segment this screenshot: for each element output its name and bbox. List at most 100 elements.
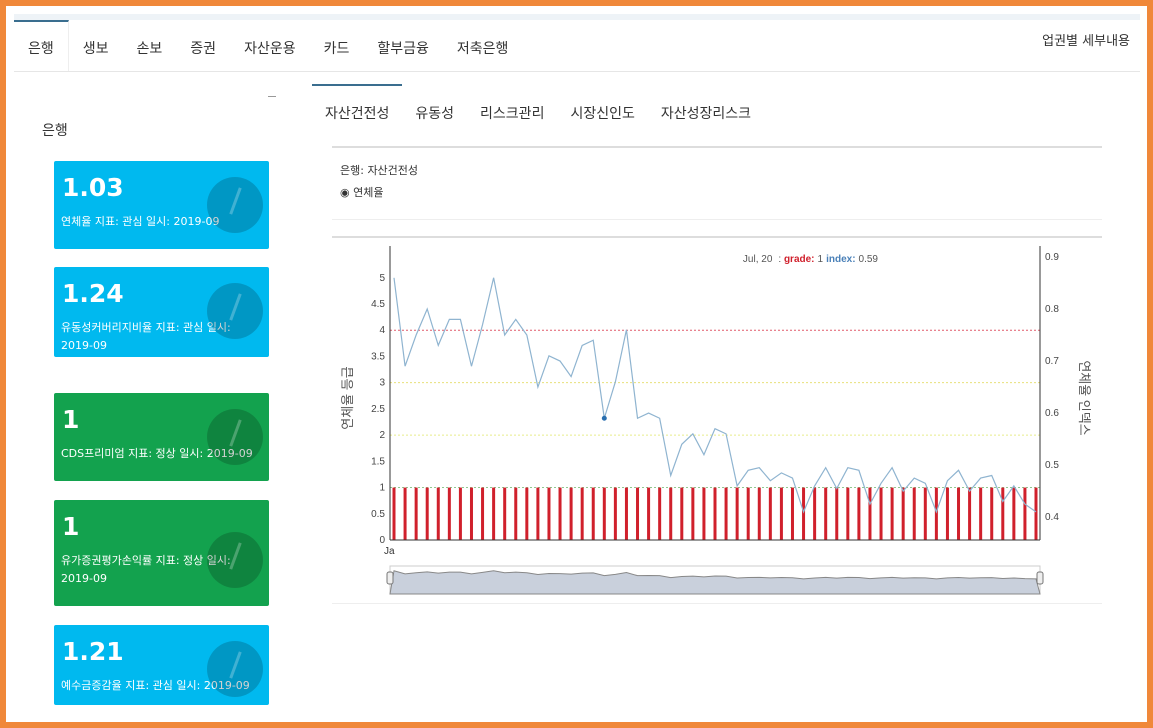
grade-bar xyxy=(436,487,440,540)
indicator-card[interactable]: 1 CDS프리미엄 지표: 정상 일시: 2019-09 xyxy=(54,393,269,481)
y-tick-label: 2.5 xyxy=(371,404,385,415)
grade-bar xyxy=(768,487,772,540)
tab-life-insurance[interactable]: 생보 xyxy=(82,41,109,57)
y-tick-label: 2 xyxy=(379,430,385,441)
y2-tick-label: 0.9 xyxy=(1045,252,1059,263)
grade-bar xyxy=(458,487,462,540)
sector-detail-link[interactable]: 업권별 세부내용 xyxy=(1042,34,1130,49)
y-tick-label: 4 xyxy=(379,325,385,336)
sidebar-title: 은행 xyxy=(42,123,68,139)
indicator-card[interactable]: 1.03 연체율 지표: 관심 일시: 2019-09 xyxy=(54,161,269,249)
grade-bar xyxy=(846,487,850,540)
grade-bar xyxy=(813,487,817,540)
y2-tick-label: 0.4 xyxy=(1045,512,1059,523)
x-tick-label: Ja xyxy=(384,546,395,557)
grade-bar xyxy=(636,487,640,540)
grade-bar xyxy=(857,487,861,540)
top-strip xyxy=(14,14,1140,20)
grade-bar xyxy=(414,487,418,540)
navigator-handle-left[interactable] xyxy=(386,571,394,585)
card-value: 1.03 xyxy=(62,173,124,202)
tab-installment-finance[interactable]: 할부금융 xyxy=(377,41,429,57)
grade-bar xyxy=(514,487,518,540)
card-label: 연체율 지표: 관심 일시: 2019-09 xyxy=(61,215,220,228)
grade-bar xyxy=(547,487,551,540)
collapse-handle[interactable] xyxy=(268,96,276,97)
index-line xyxy=(393,277,1037,514)
navigator-handle-right[interactable] xyxy=(1036,571,1044,585)
card-value: 1 xyxy=(62,512,80,541)
grade-bar xyxy=(536,487,540,540)
tab-asset-growth-risk[interactable]: 자산성장리스크 xyxy=(660,106,752,122)
grade-bar xyxy=(990,487,994,540)
grade-bar xyxy=(613,487,617,540)
grade-bar xyxy=(558,487,562,540)
grade-bar xyxy=(912,487,916,540)
grade-bar xyxy=(945,487,949,540)
grade-bar xyxy=(923,487,927,540)
grade-bar xyxy=(503,487,507,540)
tab-card[interactable]: 카드 xyxy=(323,41,350,57)
indicator-card[interactable]: 1 유가증권평가손익률 지표: 정상 일시: 2019-09 xyxy=(54,500,269,606)
grade-bar xyxy=(647,487,651,540)
grade-bar xyxy=(890,487,894,540)
grade-bar xyxy=(403,487,407,540)
radio-selected-icon[interactable]: ◉ xyxy=(340,186,350,199)
tab-asset-soundness[interactable]: 자산건전성 xyxy=(312,84,403,140)
grade-bar xyxy=(525,487,529,540)
indicator-card[interactable]: 1.24 유동성커버리지비율 지표: 관심 일시: 2019-09 xyxy=(54,267,269,357)
y-tick-label: 3.5 xyxy=(371,351,385,362)
grade-bar xyxy=(790,487,794,540)
tab-liquidity[interactable]: 유동성 xyxy=(415,106,455,122)
card-label: 유동성커버리지비율 지표: 관심 일시: 2019-09 xyxy=(61,321,231,352)
grade-bar xyxy=(746,487,750,540)
tab-bank[interactable]: 은행 xyxy=(14,20,69,71)
grade-bar xyxy=(680,487,684,540)
card-label: 유가증권평가손익률 지표: 정상 일시: 2019-09 xyxy=(61,554,231,585)
delinquency-chart[interactable]: 00.511.522.533.544.550.40.50.60.70.80.9 … xyxy=(332,238,1102,604)
grade-bar xyxy=(624,487,628,540)
grade-bar xyxy=(702,487,706,540)
y-tick-label: 1 xyxy=(379,483,385,494)
y-tick-label: 4.5 xyxy=(371,299,385,310)
grade-bar xyxy=(779,487,783,540)
selector-title: 은행: 자산건전성 xyxy=(340,164,419,177)
grade-bar xyxy=(580,487,584,540)
card-value: 1.24 xyxy=(62,279,124,308)
radio-label: 연체율 xyxy=(353,186,384,199)
card-value: 1 xyxy=(62,405,80,434)
gauge-icon xyxy=(207,641,263,697)
grade-bar xyxy=(481,487,485,540)
tooltip: Jul, 20: grade: 1 index: 0.59 xyxy=(743,254,879,265)
gauge-icon xyxy=(207,177,263,233)
indicator-card[interactable]: 1.21 예수금증감율 지표: 관심 일시: 2019-09 xyxy=(54,625,269,705)
category-tabs: 자산건전성 유동성 리스크관리 시장신인도 자산성장리스크 xyxy=(312,84,764,140)
tab-securities[interactable]: 증권 xyxy=(190,41,217,57)
gauge-icon xyxy=(207,409,263,465)
grade-bar xyxy=(425,487,429,540)
grade-bar xyxy=(392,487,396,540)
grade-bar xyxy=(835,487,839,540)
grade-bar xyxy=(957,487,961,540)
tab-market-confidence[interactable]: 시장신인도 xyxy=(570,106,635,122)
grade-bar xyxy=(979,487,983,540)
grade-bar xyxy=(879,487,883,540)
grade-bar xyxy=(691,487,695,540)
grade-bar xyxy=(602,487,606,540)
y2-tick-label: 0.7 xyxy=(1045,356,1059,367)
highlight-point xyxy=(601,415,607,421)
tab-asset-management[interactable]: 자산운용 xyxy=(244,41,296,57)
y2-tick-label: 0.8 xyxy=(1045,304,1059,315)
y2-tick-label: 0.5 xyxy=(1045,460,1059,471)
grade-bar xyxy=(724,487,728,540)
radio-delinquency[interactable]: ◉ 연체율 xyxy=(340,184,383,200)
grade-bar xyxy=(447,487,451,540)
grade-bar xyxy=(669,487,673,540)
y-tick-label: 5 xyxy=(379,273,385,284)
tab-savings-bank[interactable]: 저축은행 xyxy=(456,41,509,57)
grade-bar xyxy=(968,487,972,540)
grade-bar xyxy=(1012,487,1016,540)
tab-nonlife-insurance[interactable]: 손보 xyxy=(136,41,163,57)
tab-risk-management[interactable]: 리스크관리 xyxy=(480,106,545,122)
